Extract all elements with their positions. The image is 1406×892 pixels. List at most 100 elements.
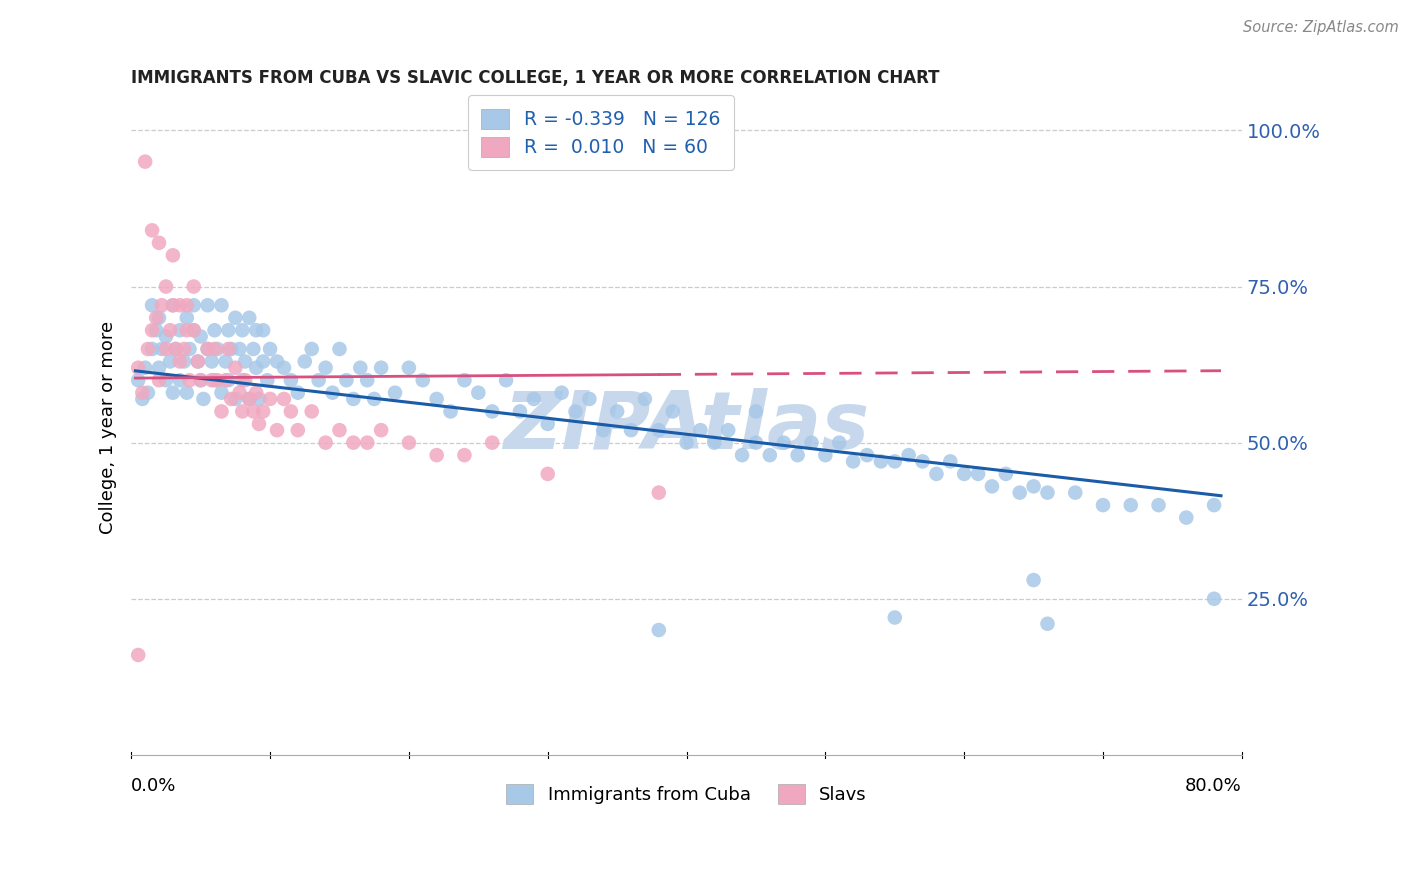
Point <box>967 467 990 481</box>
Point <box>537 417 560 431</box>
Legend: Immigrants from Cuba, Slavs: Immigrants from Cuba, Slavs <box>499 777 875 812</box>
Point <box>342 435 364 450</box>
Point <box>150 298 173 312</box>
Point <box>356 373 378 387</box>
Point <box>252 354 274 368</box>
Point <box>165 342 187 356</box>
Point <box>176 385 198 400</box>
Point <box>925 467 948 481</box>
Point <box>252 404 274 418</box>
Text: 0.0%: 0.0% <box>131 777 177 795</box>
Point <box>266 423 288 437</box>
Point <box>131 385 153 400</box>
Point <box>247 417 270 431</box>
Point <box>1064 485 1087 500</box>
Point <box>176 310 198 325</box>
Point <box>745 404 768 418</box>
Point <box>280 373 302 387</box>
Point <box>703 435 725 450</box>
Point <box>197 342 219 356</box>
Point <box>259 392 281 406</box>
Point <box>141 223 163 237</box>
Point <box>564 404 586 418</box>
Point <box>287 423 309 437</box>
Point <box>247 392 270 406</box>
Point <box>731 448 754 462</box>
Point <box>145 310 167 325</box>
Point <box>301 404 323 418</box>
Point <box>648 623 671 637</box>
Point <box>301 342 323 356</box>
Point <box>648 423 671 437</box>
Point <box>280 404 302 418</box>
Point <box>127 648 149 662</box>
Point <box>1022 479 1045 493</box>
Text: Source: ZipAtlas.com: Source: ZipAtlas.com <box>1243 20 1399 35</box>
Point <box>201 373 224 387</box>
Point <box>162 248 184 262</box>
Point <box>245 385 267 400</box>
Point <box>481 404 503 418</box>
Point <box>772 435 794 450</box>
Point <box>315 435 337 450</box>
Point <box>187 354 209 368</box>
Point <box>217 323 239 337</box>
Text: ZIPAtlas: ZIPAtlas <box>503 388 870 466</box>
Point <box>127 373 149 387</box>
Point <box>211 385 233 400</box>
Point <box>981 479 1004 493</box>
Point <box>745 435 768 450</box>
Point <box>398 435 420 450</box>
Text: IMMIGRANTS FROM CUBA VS SLAVIC COLLEGE, 1 YEAR OR MORE CORRELATION CHART: IMMIGRANTS FROM CUBA VS SLAVIC COLLEGE, … <box>131 69 939 87</box>
Point <box>620 423 643 437</box>
Point <box>994 467 1017 481</box>
Point <box>217 373 239 387</box>
Point <box>141 298 163 312</box>
Point <box>148 373 170 387</box>
Point <box>204 323 226 337</box>
Point <box>159 323 181 337</box>
Point <box>675 435 697 450</box>
Point <box>384 385 406 400</box>
Y-axis label: College, 1 year or more: College, 1 year or more <box>100 320 117 533</box>
Point <box>883 610 905 624</box>
Point <box>141 342 163 356</box>
Point <box>224 360 246 375</box>
Point <box>592 423 614 437</box>
Point <box>953 467 976 481</box>
Point <box>187 354 209 368</box>
Point <box>1008 485 1031 500</box>
Point <box>1147 498 1170 512</box>
Point <box>870 454 893 468</box>
Point <box>136 342 159 356</box>
Point <box>148 360 170 375</box>
Point <box>1202 498 1225 512</box>
Point <box>162 298 184 312</box>
Point <box>786 448 808 462</box>
Point <box>426 448 449 462</box>
Point <box>219 392 242 406</box>
Point <box>356 435 378 450</box>
Point <box>238 392 260 406</box>
Point <box>467 385 489 400</box>
Point <box>169 373 191 387</box>
Point <box>349 360 371 375</box>
Point <box>509 404 531 418</box>
Point <box>1175 510 1198 524</box>
Point <box>256 373 278 387</box>
Text: 80.0%: 80.0% <box>1185 777 1241 795</box>
Point <box>717 423 740 437</box>
Point <box>273 392 295 406</box>
Point <box>242 342 264 356</box>
Point <box>141 323 163 337</box>
Point <box>150 342 173 356</box>
Point <box>315 360 337 375</box>
Point <box>335 373 357 387</box>
Point <box>294 354 316 368</box>
Point <box>426 392 449 406</box>
Point <box>217 342 239 356</box>
Point <box>155 329 177 343</box>
Point <box>131 392 153 406</box>
Point <box>183 279 205 293</box>
Point <box>897 448 920 462</box>
